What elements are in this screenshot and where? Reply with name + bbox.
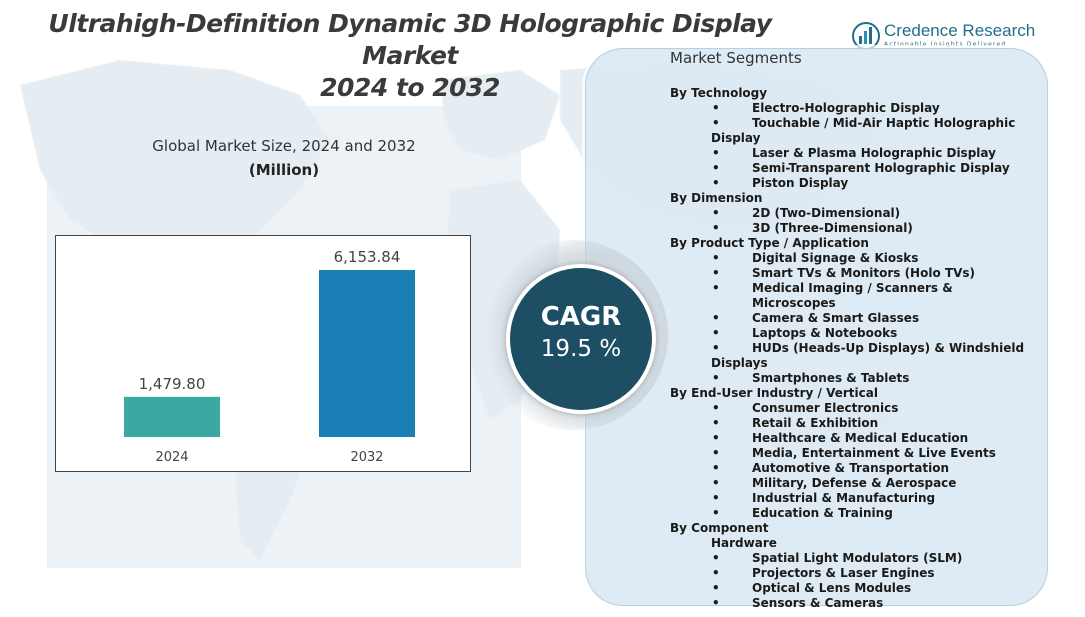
bar-chart-svg: 1,479.80 2024 6,153.84 2032 (124, 248, 415, 465)
list-item: • Media, Entertainment & Live Events (712, 446, 996, 460)
segments-list: By Technology • Electro-Holographic Displ… (670, 86, 1040, 611)
cagr-circle (506, 264, 656, 414)
bullet-icon: • (712, 371, 720, 385)
list-item: • Smartphones & Tablets (712, 371, 910, 385)
title-line-2: Market (362, 41, 458, 70)
bullet-icon: • (712, 506, 720, 520)
chart-unit: (Million) (248, 161, 320, 179)
bullet-icon: • (712, 476, 720, 490)
list-item: • Consumer Electronics (712, 401, 899, 415)
bullet-icon: • (712, 116, 720, 130)
title-line-3: 2024 to 2032 (320, 73, 500, 102)
list-item: • Camera & Smart Glasses (712, 311, 920, 325)
list-item: • Military, Defense & Aerospace (712, 476, 957, 490)
bullet-icon: • (712, 251, 720, 265)
list-item: • Healthcare & Medical Education (712, 431, 969, 445)
bullet-icon: • (712, 221, 720, 235)
bullet-icon: • (712, 326, 720, 340)
list-item: • Semi-Transparent Holographic Display (712, 161, 1010, 175)
segments-title: Market Segments (670, 49, 802, 67)
bullet-icon: • (712, 176, 720, 190)
bullet-icon: • (712, 431, 720, 445)
bullet-icon: • (712, 146, 720, 160)
list-item: • Piston Display (712, 176, 849, 190)
list-item: • Projectors & Laser Engines (712, 566, 935, 580)
bullet-icon: • (712, 491, 720, 505)
cagr-value: 19.5 % (540, 336, 622, 362)
bullet-icon: • (712, 581, 720, 595)
list-item: • Spatial Light Modulators (SLM) (712, 551, 963, 565)
list-item: • Medical Imaging / Scanners & Microscope… (712, 281, 953, 310)
bullet-icon: • (712, 341, 720, 355)
list-item: • 2D (Two-Dimensional) (712, 206, 901, 220)
bar-value-label: 6,153.84 (334, 248, 401, 266)
list-item: • Electro-Holographic Display (712, 101, 940, 115)
bullet-icon: • (712, 206, 720, 220)
list-item: • Retail & Exhibition (712, 416, 879, 430)
category-label: 2024 (155, 450, 188, 465)
bar-chart-logo-icon (852, 22, 880, 50)
bullet-icon: • (712, 161, 720, 175)
bullet-icon: • (712, 101, 720, 115)
segment-heading-enduser: By End-User Industry / Vertical (670, 386, 878, 400)
chart-title: Global Market Size, 2024 and 2032 (152, 137, 416, 155)
bar-value-label: 1,479.80 (139, 375, 206, 393)
segment-heading-product: By Product Type / Application (670, 236, 869, 250)
list-item: • Smart TVs & Monitors (Holo TVs) (712, 266, 975, 280)
bullet-icon: • (712, 311, 720, 325)
bar-chart: 1,479.80 2024 6,153.84 2032 (55, 235, 471, 472)
list-item: • Laser & Plasma Holographic Display (712, 146, 996, 160)
list-item: • HUDs (Heads-Up Displays) & Windshield (712, 341, 1025, 355)
list-item: • Sensors & Cameras (712, 596, 884, 610)
infographic-title: Ultrahigh-Definition Dynamic 3D Holograp… (40, 8, 780, 104)
title-line-1: Ultrahigh-Definition Dynamic 3D Holograp… (48, 9, 772, 38)
list-item: • Digital Signage & Kiosks (712, 251, 919, 265)
bar-2024 (124, 396, 220, 437)
list-item-continuation: Display (711, 131, 761, 145)
list-item: • Optical & Lens Modules (712, 581, 912, 595)
bullet-icon: • (712, 461, 720, 475)
segment-heading-dimension: By Dimension (670, 191, 763, 205)
credence-research-logo[interactable]: Credence Research Actionable Insights De… (852, 20, 1042, 52)
category-label: 2032 (350, 450, 383, 465)
bullet-icon: • (712, 596, 720, 610)
bar-2032 (319, 270, 415, 437)
bullet-icon: • (712, 446, 720, 460)
segment-heading-technology: By Technology (670, 86, 768, 100)
list-item: • Industrial & Manufacturing (712, 491, 936, 505)
logo-tagline: Actionable Insights Delivered (884, 41, 1007, 48)
list-item: • Education & Training (712, 506, 893, 520)
cagr-badge: CAGR 19.5 % (478, 240, 668, 430)
bullet-icon: • (712, 401, 720, 415)
logo-name: Credence Research (884, 21, 1036, 40)
bullet-icon: • (712, 551, 720, 565)
list-item: • Automotive & Transportation (712, 461, 949, 475)
list-item-continuation: Displays (711, 356, 768, 370)
list-item: • 3D (Three-Dimensional) (712, 221, 913, 235)
cagr-label: CAGR (540, 302, 622, 332)
segment-subheading-hardware: Hardware (711, 536, 777, 550)
bullet-icon: • (712, 266, 720, 280)
list-item: • Touchable / Mid-Air Haptic Holographic (712, 116, 1016, 130)
segment-heading-component: By Component (670, 521, 769, 535)
bullet-icon: • (712, 416, 720, 430)
bullet-icon: • (712, 566, 720, 580)
list-item: • Laptops & Notebooks (712, 326, 898, 340)
bullet-icon: • (712, 281, 720, 295)
